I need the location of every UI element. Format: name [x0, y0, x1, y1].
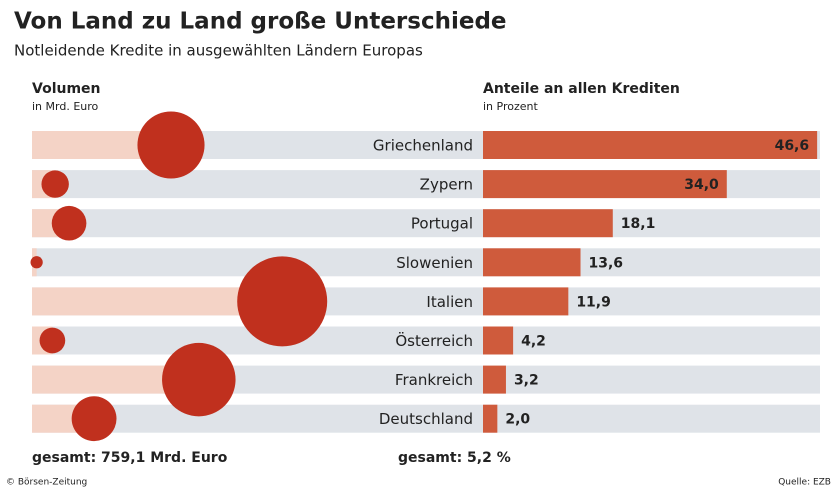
bar [483, 248, 581, 277]
row-band [32, 404, 820, 433]
panel-title: Anteile an allen Krediten [483, 81, 680, 97]
bar [483, 170, 727, 199]
row-band [32, 248, 820, 277]
bar [483, 404, 498, 433]
volume-bubble [51, 205, 87, 241]
volume-bubble [41, 170, 69, 198]
row-band [32, 326, 820, 355]
volume-bubble [237, 256, 328, 347]
bar [483, 326, 514, 355]
volume-bubble [137, 111, 205, 179]
value-label: 3,2 [514, 373, 539, 389]
value-label: 18,1 [621, 216, 656, 232]
source: Quelle: EZB [778, 478, 831, 488]
category-label: Zypern [420, 176, 473, 194]
volume-bubble [30, 256, 43, 269]
volume-bubble [39, 327, 66, 354]
credit: © Börsen-Zeitung [6, 478, 87, 488]
category-label: Österreich [395, 331, 473, 350]
value-label: 2,0 [505, 412, 530, 428]
category-label: Griechenland [373, 137, 473, 155]
value-label: 4,2 [521, 334, 546, 350]
volume-bubble [162, 342, 236, 417]
volume-bubble [71, 396, 117, 442]
category-label: Portugal [411, 215, 473, 233]
value-label: 11,9 [576, 294, 611, 310]
panel-title: Volumen [32, 81, 101, 97]
total: gesamt: 5,2 % [398, 450, 511, 466]
row-band [32, 209, 820, 238]
bar [483, 209, 613, 238]
category-label: Frankreich [395, 371, 473, 389]
value-label: 46,6 [775, 138, 810, 154]
category-label: Italien [426, 293, 473, 311]
total: gesamt: 759,1 Mrd. Euro [32, 450, 228, 466]
bar [483, 287, 569, 316]
category-label: Slowenien [396, 254, 473, 272]
value-label: 34,0 [684, 177, 719, 193]
bar [483, 131, 818, 159]
panel-unit: in Prozent [483, 100, 538, 113]
chart-subtitle: Notleidende Kredite in ausgewählten Länd… [14, 42, 423, 60]
bar [483, 365, 506, 394]
chart-title: Von Land zu Land große Unterschiede [14, 9, 507, 35]
category-label: Deutschland [379, 410, 473, 428]
value-label: 13,6 [589, 255, 624, 271]
panel-unit: in Mrd. Euro [32, 100, 99, 113]
